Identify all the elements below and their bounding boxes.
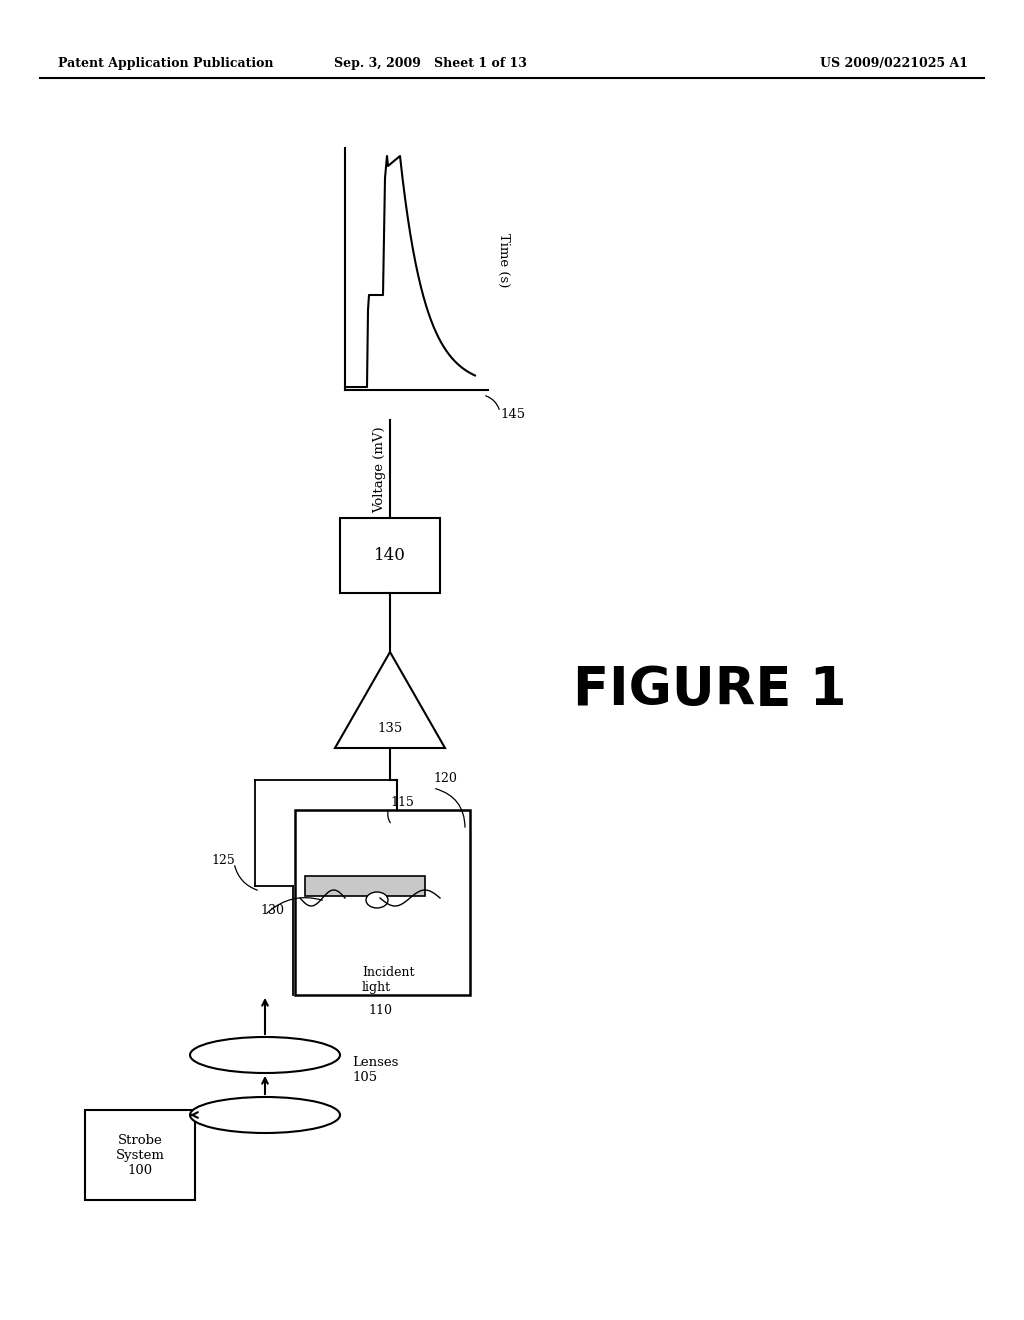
Text: 145: 145: [500, 408, 525, 421]
Ellipse shape: [366, 892, 388, 908]
Polygon shape: [335, 652, 445, 748]
Bar: [340, 517, 440, 593]
Text: 135: 135: [378, 722, 402, 734]
Text: 110: 110: [368, 1003, 392, 1016]
Text: Incident
light: Incident light: [362, 966, 415, 994]
Text: Voltage (mV): Voltage (mV): [374, 426, 386, 512]
Text: US 2009/0221025 A1: US 2009/0221025 A1: [820, 57, 968, 70]
Text: 120: 120: [433, 771, 457, 784]
Text: Patent Application Publication: Patent Application Publication: [58, 57, 273, 70]
Text: Time (s): Time (s): [497, 232, 510, 288]
Text: 115: 115: [390, 796, 414, 809]
Text: Lenses
105: Lenses 105: [352, 1056, 398, 1084]
Text: 130: 130: [260, 903, 284, 916]
Ellipse shape: [190, 1038, 340, 1073]
Text: FIGURE 1: FIGURE 1: [573, 664, 847, 715]
Text: 125: 125: [211, 854, 234, 866]
Bar: [305, 876, 425, 896]
Text: Strobe
System
100: Strobe System 100: [116, 1134, 165, 1176]
Bar: [85, 1110, 195, 1200]
Ellipse shape: [190, 1097, 340, 1133]
Text: 140: 140: [374, 546, 406, 564]
Bar: [295, 810, 470, 995]
Text: Sep. 3, 2009   Sheet 1 of 13: Sep. 3, 2009 Sheet 1 of 13: [334, 57, 526, 70]
